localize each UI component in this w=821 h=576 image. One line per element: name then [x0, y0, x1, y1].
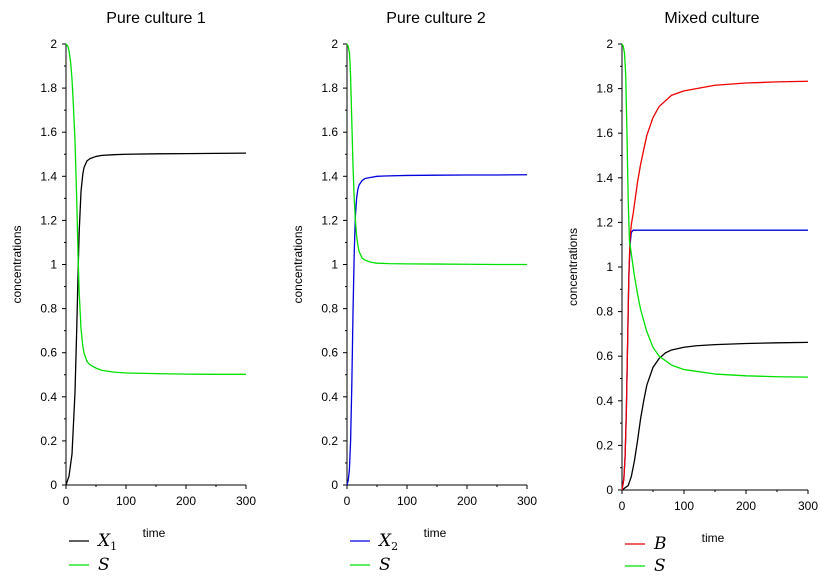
- y-tick-label: 0: [50, 478, 57, 492]
- y-tick-label: 2: [606, 37, 613, 51]
- x-tick-label: 300: [798, 499, 818, 513]
- y-tick-label: 0: [331, 478, 338, 492]
- x-tick-label: 100: [674, 499, 694, 513]
- y-tick-label: 0.8: [321, 302, 338, 316]
- y-tick-label: 0.4: [596, 394, 613, 408]
- x-tick-label: 0: [344, 494, 351, 508]
- legend-entry: B: [653, 534, 667, 554]
- series-line-s: [346, 43, 527, 266]
- y-tick-label: 0.8: [596, 305, 613, 319]
- x-tick-label: 200: [457, 494, 477, 508]
- x-axis-label: time: [143, 526, 166, 540]
- y-axis-label: concentrations: [10, 225, 24, 303]
- chart-title: Mixed culture: [664, 10, 759, 27]
- series-line-s: [65, 43, 246, 375]
- y-tick-label: 0.4: [40, 390, 57, 404]
- y-tick-label: 0.8: [40, 302, 57, 316]
- y-tick-label: 0.6: [596, 349, 613, 363]
- y-tick-label: 0.2: [596, 438, 613, 452]
- x-tick-label: 100: [116, 494, 136, 508]
- series-line-x2: [346, 174, 528, 486]
- y-tick-label: 2: [50, 37, 57, 51]
- series-line-x1: [65, 152, 247, 486]
- y-tick-label: 0.2: [40, 434, 57, 448]
- y-tick-label: 1: [606, 260, 613, 274]
- x-axis-label: time: [702, 531, 725, 545]
- chart-panel-2: Pure culture 2 0 0.2 0.4 0.6 0.8 1 1.2 1.4 1.6 1.8…: [291, 10, 537, 575]
- y-tick-label: 0: [606, 483, 613, 497]
- y-tick-label: 1: [50, 258, 57, 272]
- y-tick-label: 1.2: [321, 213, 338, 227]
- y-tick-label: 1.6: [321, 125, 338, 139]
- chart-panel-1: Pure culture 1 0 0.2 0.4 0.6 0.8 1 1.2 1.4 1.6 1.8…: [10, 10, 256, 575]
- y-tick-label: 1.4: [596, 171, 613, 185]
- legend-entry: S: [379, 555, 391, 575]
- y-tick-label: 1.2: [40, 213, 57, 227]
- y-axis-label: concentrations: [566, 228, 580, 306]
- y-tick-label: 0.4: [321, 390, 338, 404]
- legend-subscript: 1: [110, 540, 117, 553]
- x-axis-label: time: [424, 526, 447, 540]
- x-tick-label: 0: [63, 494, 70, 508]
- x-tick-label: 200: [176, 494, 196, 508]
- y-tick-label: 1.4: [40, 169, 57, 183]
- y-axis-label: concentrations: [291, 225, 305, 303]
- y-tick-label: 1.4: [321, 169, 338, 183]
- legend-subscript: 2: [391, 540, 398, 553]
- y-tick-label: 0.2: [321, 434, 338, 448]
- chart-panel-3: Mixed culture 0 0.2 0.4 0.6 0.8 1 1.2 1.4 1.6 1.8 2…: [566, 10, 818, 576]
- y-tick-label: 1: [331, 258, 338, 272]
- y-tick-label: 1.2: [596, 215, 613, 229]
- chart-title: Pure culture 1: [106, 10, 206, 27]
- x-tick-label: 200: [736, 499, 756, 513]
- legend-entry: X1: [96, 531, 117, 553]
- y-tick-label: 0.6: [40, 346, 57, 360]
- series-line-unlabeled-1: [621, 229, 808, 491]
- chart-title: Pure culture 2: [386, 10, 486, 27]
- y-tick-label: 1.6: [596, 126, 613, 140]
- y-tick-label: 0.6: [321, 346, 338, 360]
- y-tick-label: 2: [331, 37, 338, 51]
- x-tick-label: 100: [397, 494, 417, 508]
- y-tick-label: 1.8: [40, 81, 57, 95]
- legend-entry: X2: [377, 531, 398, 553]
- y-tick-label: 1.8: [321, 81, 338, 95]
- series-line-b: [621, 80, 809, 491]
- y-tick-label: 1.8: [596, 82, 613, 96]
- x-tick-label: 300: [517, 494, 537, 508]
- y-tick-label: 1.6: [40, 125, 57, 139]
- x-tick-label: 300: [236, 494, 256, 508]
- series-line-s: [621, 43, 809, 378]
- x-tick-label: 0: [619, 499, 626, 513]
- series-line-unlabeled-2: [621, 341, 809, 491]
- legend-entry: S: [98, 555, 110, 575]
- legend-entry: S: [654, 556, 666, 576]
